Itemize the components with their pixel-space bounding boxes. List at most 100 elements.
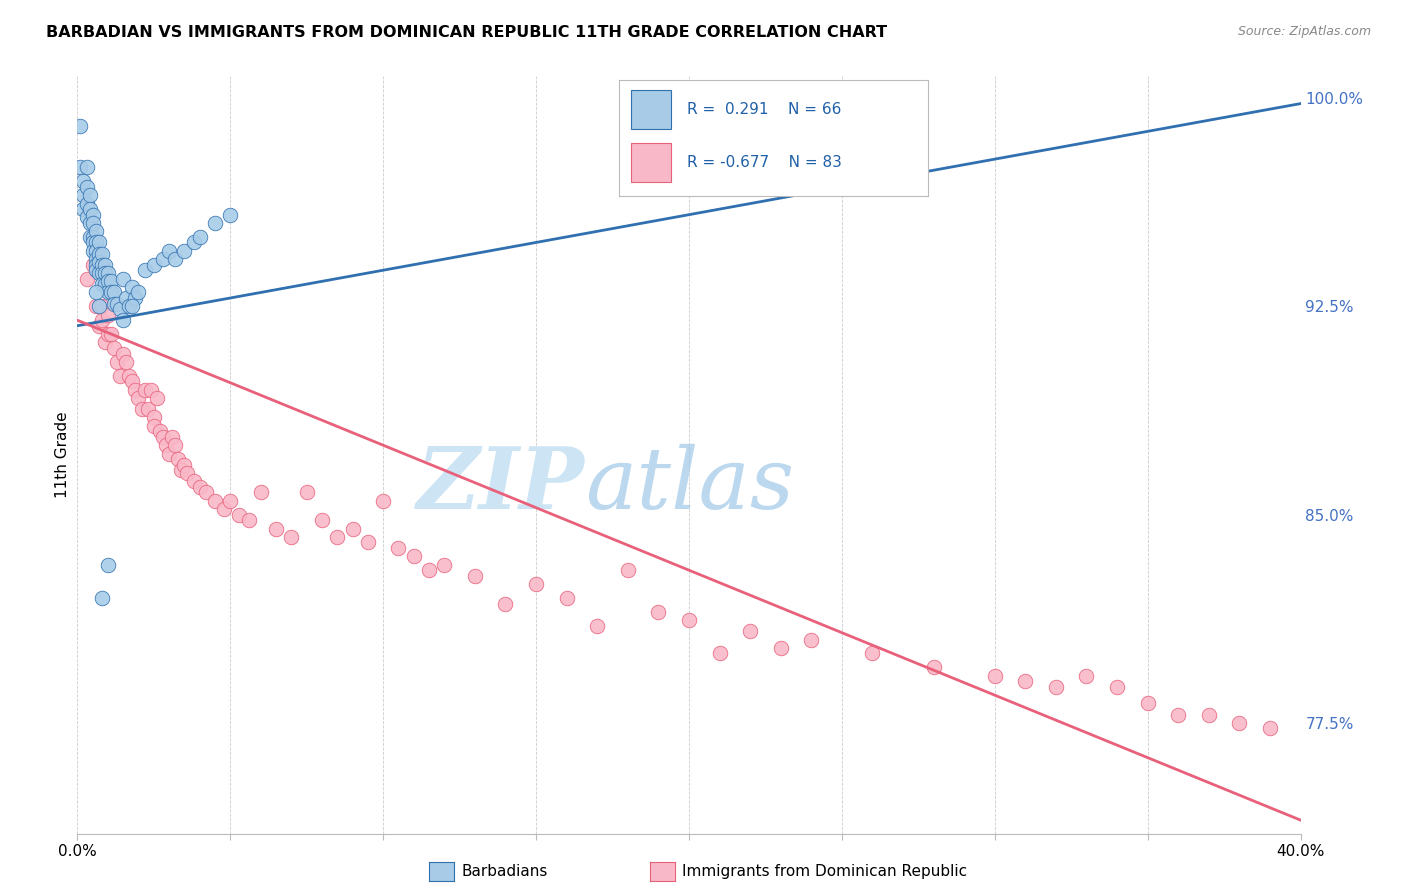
Point: [617, 563, 640, 577]
Point: [90, 266, 112, 280]
Point: [108, 368, 131, 383]
Point: [112, 346, 135, 360]
Point: [115, 355, 138, 369]
Point: [76, 196, 98, 211]
Point: [108, 302, 131, 317]
Point: [402, 549, 425, 564]
Point: [155, 438, 177, 452]
Point: [157, 446, 180, 460]
Point: [97, 558, 120, 572]
Point: [90, 313, 112, 327]
Point: [769, 640, 792, 655]
Point: [72, 202, 94, 216]
Point: [87, 246, 110, 260]
Point: [165, 252, 187, 266]
Point: [76, 180, 98, 194]
Point: [146, 391, 169, 405]
Point: [72, 188, 94, 202]
Point: [84, 258, 107, 272]
Point: [418, 563, 440, 577]
Point: [311, 513, 333, 527]
Point: [79, 202, 101, 216]
Point: [115, 291, 138, 305]
Point: [76, 161, 98, 175]
Point: [433, 558, 456, 572]
Point: [586, 618, 609, 632]
Point: [97, 308, 120, 322]
Point: [79, 230, 101, 244]
Point: [124, 383, 146, 397]
Point: [76, 271, 98, 285]
Point: [212, 502, 235, 516]
Point: [121, 280, 143, 294]
Point: [105, 296, 128, 310]
Point: [94, 277, 117, 292]
Point: [79, 188, 101, 202]
Text: R =  0.291    N = 66: R = 0.291 N = 66: [686, 102, 841, 117]
Point: [124, 291, 146, 305]
Point: [984, 669, 1007, 683]
Point: [1107, 680, 1129, 694]
Point: [139, 383, 162, 397]
Point: [103, 285, 125, 300]
Point: [165, 438, 187, 452]
Point: [204, 493, 226, 508]
Point: [238, 513, 260, 527]
Point: [103, 341, 125, 355]
Point: [219, 493, 242, 508]
Point: [84, 299, 107, 313]
Point: [176, 466, 198, 480]
Point: [922, 660, 945, 674]
Point: [326, 530, 349, 544]
Point: [97, 327, 120, 342]
Point: [740, 624, 762, 639]
Point: [183, 235, 205, 250]
Point: [118, 368, 141, 383]
Point: [1229, 715, 1251, 730]
Point: [76, 211, 98, 225]
Point: [84, 235, 107, 250]
Point: [228, 508, 250, 522]
Point: [82, 208, 104, 222]
Point: [136, 402, 159, 417]
Point: [371, 493, 394, 508]
Point: [1258, 722, 1281, 736]
Point: [127, 285, 149, 300]
Point: [84, 252, 107, 266]
Point: [105, 355, 128, 369]
Point: [90, 591, 112, 605]
Point: [100, 274, 122, 288]
Point: [142, 418, 165, 433]
Point: [219, 208, 242, 222]
Point: [82, 258, 104, 272]
Point: [152, 252, 174, 266]
Point: [555, 591, 578, 605]
Point: [69, 161, 91, 175]
Point: [387, 541, 409, 555]
Point: [188, 230, 211, 244]
Text: Source: ZipAtlas.com: Source: ZipAtlas.com: [1237, 25, 1371, 38]
Point: [1014, 674, 1036, 689]
Point: [87, 318, 110, 333]
Point: [82, 230, 104, 244]
Point: [97, 285, 120, 300]
Point: [280, 530, 302, 544]
Point: [90, 277, 112, 292]
Point: [118, 299, 141, 313]
Point: [82, 235, 104, 250]
Point: [188, 480, 211, 494]
Point: [357, 535, 380, 549]
Point: [90, 258, 112, 272]
Point: [97, 266, 120, 280]
Point: [1045, 680, 1067, 694]
Point: [264, 522, 287, 536]
Point: [678, 613, 700, 627]
Point: [94, 258, 117, 272]
Y-axis label: 11th Grade: 11th Grade: [55, 411, 70, 499]
Point: [87, 255, 110, 269]
Point: [84, 224, 107, 238]
Point: [112, 313, 135, 327]
Point: [173, 244, 195, 258]
Point: [800, 632, 823, 647]
Point: [127, 391, 149, 405]
